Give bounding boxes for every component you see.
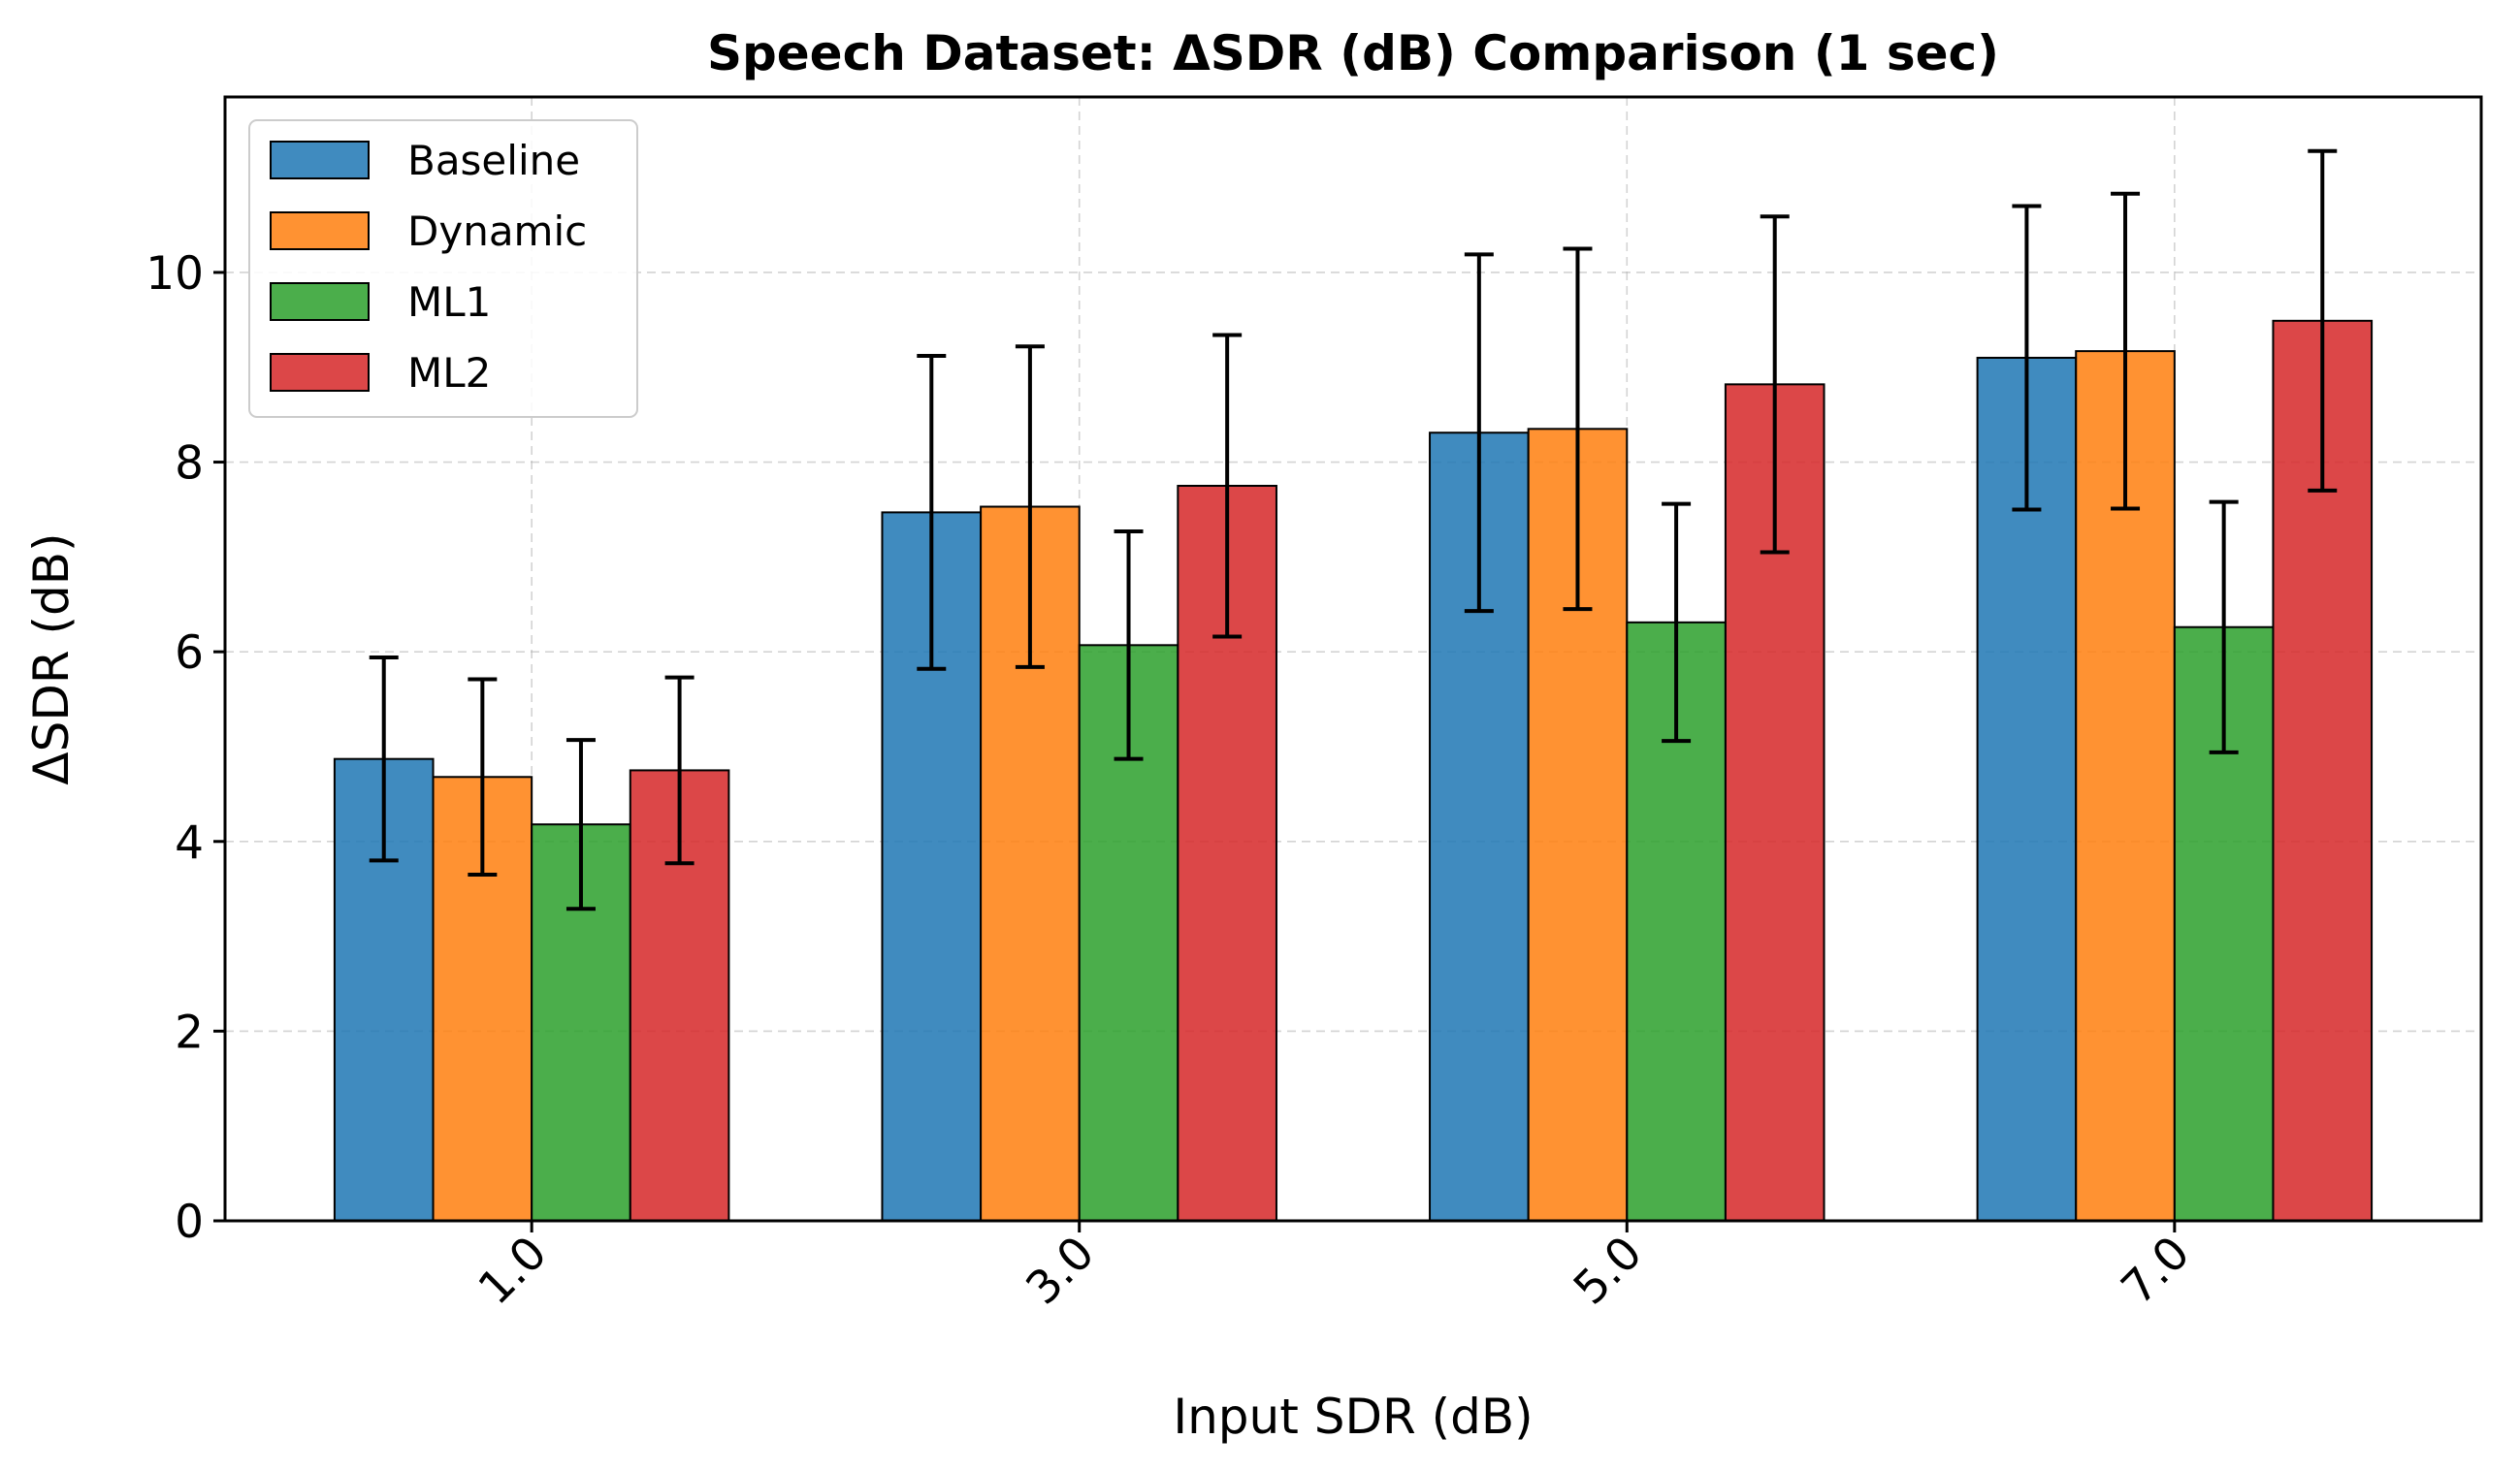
y-tick-label: 6 [175,626,204,680]
legend-swatch-ml2 [270,353,370,392]
y-axis-label: ΔSDR (dB) [23,532,80,784]
y-tick-label: 10 [145,247,204,301]
legend-label-baseline: Baseline [407,137,580,184]
legend-swatch-ml1 [270,282,370,321]
x-axis-label: Input SDR (dB) [1173,1389,1533,1445]
error-bars [369,148,2338,911]
legend-label-ml2: ML2 [407,349,491,397]
legend-label-ml1: ML1 [407,278,491,326]
y-tick-label: 2 [175,1006,204,1059]
legend-swatch-baseline [270,141,370,179]
y-tick-label: 8 [175,437,204,491]
chart-title: Speech Dataset: ΔSDR (dB) Comparison (1 … [707,25,1999,81]
plot-frame [223,95,2483,1223]
legend-label-dynamic: Dynamic [407,208,587,255]
legend-swatch-dynamic [270,211,370,250]
y-tick-label: 0 [175,1196,204,1249]
y-tick-label: 4 [175,816,204,870]
y-axis-ticks: 0 2 4 6 8 10 [145,247,225,1249]
legend: Baseline Dynamic ML1 ML2 [248,119,638,418]
legend-box [248,119,638,418]
